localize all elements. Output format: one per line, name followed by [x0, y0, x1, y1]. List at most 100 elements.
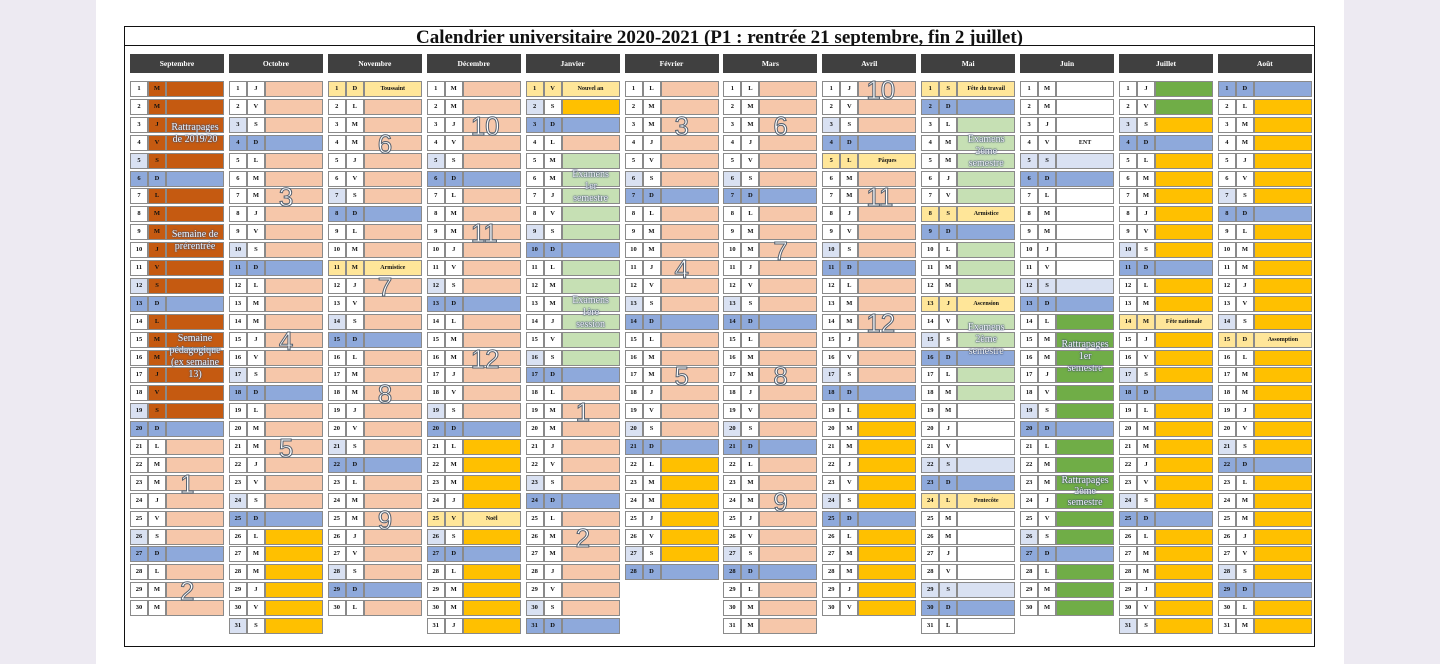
day-number: 2 — [1020, 98, 1039, 115]
holiday-label: Pâques — [858, 152, 917, 169]
day-letter: L — [1137, 403, 1155, 420]
day-number: 5 — [327, 152, 346, 169]
day-letter: M — [246, 546, 265, 563]
day-cell — [759, 206, 818, 223]
day-number: 30 — [1217, 600, 1236, 617]
holiday-label: Fête du travail — [957, 81, 1016, 97]
day-letter: M — [939, 510, 958, 527]
day-letter: M — [246, 295, 265, 312]
day-cell — [462, 188, 521, 205]
day-row: 22 L — [723, 456, 818, 474]
day-letter: M — [148, 349, 166, 366]
day-letter: D — [840, 260, 859, 276]
day-number: 7 — [1119, 188, 1137, 205]
day-cell — [1155, 546, 1213, 563]
day-number: 13 — [1217, 295, 1236, 312]
day-cell — [759, 152, 818, 169]
day-cell — [264, 349, 323, 366]
day-number: 10 — [723, 242, 742, 259]
day-number: 23 — [1020, 474, 1039, 491]
day-cell — [957, 403, 1016, 420]
day-number: 19 — [327, 403, 346, 420]
day-letter: S — [840, 492, 859, 509]
day-cell — [1253, 492, 1312, 509]
day-row: 20 M — [1119, 421, 1213, 438]
day-cell — [363, 385, 422, 402]
day-number: 17 — [525, 367, 544, 384]
day-letter: M — [1038, 582, 1057, 599]
day-row: 19 J — [327, 403, 422, 420]
day-row: 19 J — [1217, 403, 1312, 420]
day-cell — [1253, 385, 1312, 402]
day-row: 19 S — [426, 403, 521, 420]
day-letter: D — [345, 81, 364, 97]
day-letter: S — [148, 528, 166, 545]
day-number: 3 — [822, 116, 841, 133]
day-cell — [858, 492, 917, 509]
day-cell — [363, 224, 422, 241]
month-header: Août — [1217, 54, 1312, 73]
day-cell — [264, 134, 323, 151]
day-letter: V — [1137, 474, 1155, 491]
day-cell — [660, 492, 719, 509]
week-number: 2 — [179, 576, 195, 607]
day-row: 17 M — [327, 367, 422, 384]
day-letter: L — [1235, 474, 1254, 491]
day-letter: V — [246, 474, 265, 491]
week-number: 12 — [470, 343, 500, 374]
day-row: 25 D — [822, 510, 917, 528]
day-row: 11 V — [130, 260, 224, 277]
day-letter: S — [1235, 313, 1254, 330]
day-number: 25 — [822, 510, 841, 527]
day-number: 2 — [624, 98, 643, 115]
day-number: 14 — [525, 313, 544, 330]
day-row: 28 D — [723, 564, 818, 581]
day-cell — [1155, 188, 1213, 205]
day-number: 7 — [1217, 188, 1236, 205]
day-row: 12 S — [1020, 277, 1115, 295]
day-letter: L — [148, 564, 166, 581]
day-letter: D — [1235, 456, 1254, 473]
day-number: 24 — [921, 492, 940, 509]
day-cell — [1056, 295, 1115, 312]
day-number: 17 — [624, 367, 643, 384]
day-letter: J — [642, 134, 661, 151]
day-letter: S — [345, 564, 364, 581]
day-letter: L — [741, 81, 760, 97]
day-number: 21 — [1020, 439, 1039, 455]
day-letter: M — [345, 492, 364, 509]
day-letter: S — [741, 421, 760, 438]
day-cell — [561, 313, 620, 330]
day-cell — [264, 582, 323, 599]
day-row: 19 M — [525, 403, 620, 420]
day-cell — [166, 367, 224, 384]
day-letter: S — [148, 403, 166, 420]
day-number: 22 — [1119, 456, 1137, 473]
day-cell — [264, 385, 323, 402]
day-cell — [561, 367, 620, 384]
day-letter: L — [543, 134, 562, 151]
day-cell — [1155, 403, 1213, 420]
day-letter: J — [246, 456, 265, 473]
day-cell — [561, 600, 620, 617]
day-number: 31 — [723, 618, 742, 634]
day-row: 18 V — [426, 385, 521, 402]
day-letter: M — [939, 152, 958, 169]
day-cell — [264, 439, 323, 455]
day-number: 15 — [624, 331, 643, 348]
day-letter: J — [939, 295, 958, 312]
day-number: 6 — [921, 170, 940, 187]
day-number: 12 — [130, 277, 148, 294]
day-number: 22 — [228, 456, 247, 473]
day-row: 12 M — [525, 277, 620, 295]
day-row: 13 M — [1119, 295, 1213, 313]
day-cell — [1253, 403, 1312, 420]
day-letter: L — [543, 510, 562, 527]
day-cell — [1056, 260, 1115, 276]
day-letter: M — [148, 81, 166, 97]
